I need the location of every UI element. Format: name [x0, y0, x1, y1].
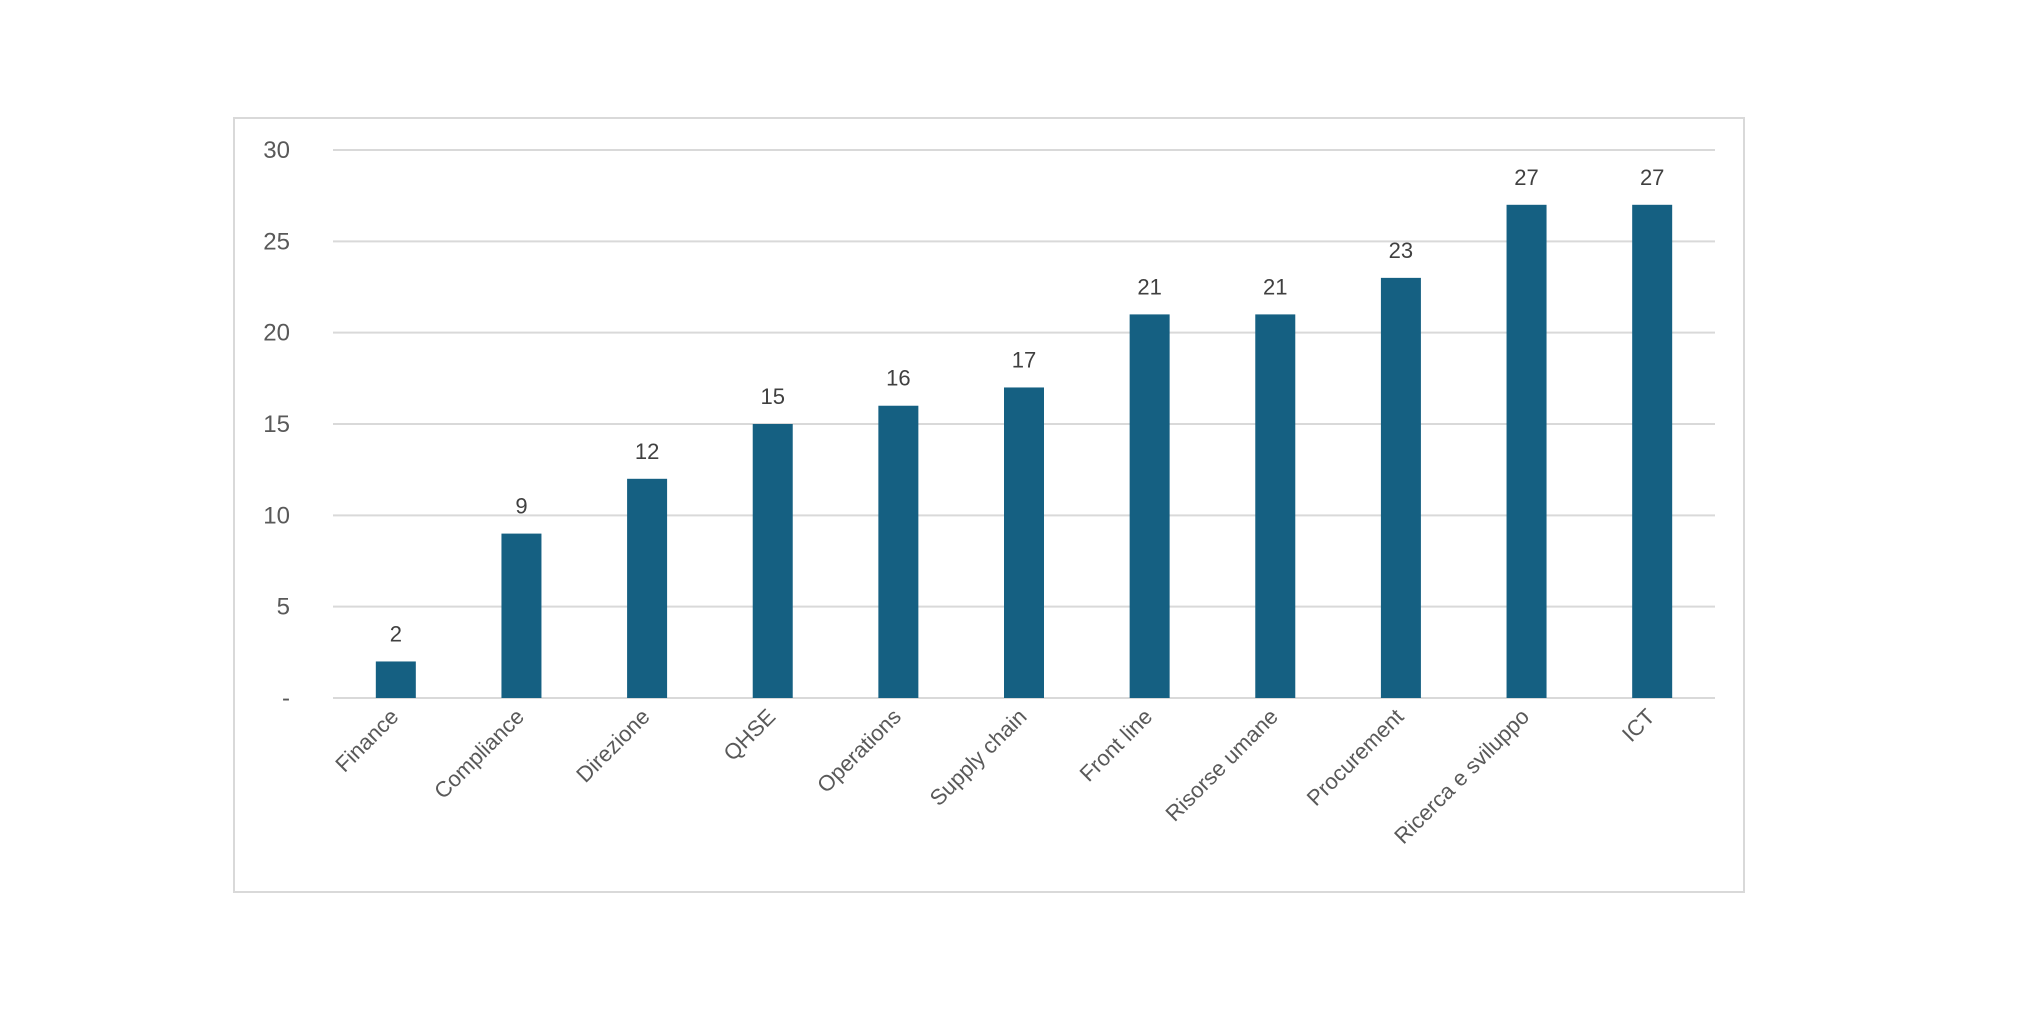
x-tick-label: Compliance — [429, 704, 529, 804]
data-label: 23 — [1389, 238, 1413, 263]
x-tick-label: Procurement — [1302, 704, 1409, 811]
x-axis: Finance Compliance Direzione QHSE Operations… — [330, 704, 1659, 849]
data-label: 17 — [1012, 347, 1036, 372]
data-label: 21 — [1137, 274, 1161, 299]
bar — [878, 405, 919, 698]
bars — [375, 204, 1673, 699]
y-tick-label: 30 — [263, 137, 290, 164]
data-label: 27 — [1514, 165, 1538, 190]
y-tick-label: 5 — [277, 594, 290, 621]
x-tick-label: Direzione — [571, 704, 654, 787]
data-label: 27 — [1640, 165, 1664, 190]
y-tick-label: 15 — [263, 411, 290, 438]
data-label: 21 — [1263, 274, 1287, 299]
bar — [627, 478, 668, 698]
data-label: 16 — [886, 366, 910, 391]
chart-area — [233, 117, 1745, 893]
y-tick-label: 20 — [263, 320, 290, 347]
bar — [1506, 204, 1547, 699]
bar — [752, 424, 793, 698]
bar — [1255, 314, 1296, 698]
bar — [375, 661, 416, 698]
data-label: 9 — [515, 494, 527, 519]
bar — [1004, 387, 1044, 698]
x-tick-label: Finance — [330, 704, 403, 777]
data-labels: 2 9 12 15 16 17 21 21 23 27 27 — [390, 165, 1665, 647]
y-tick-label: 25 — [263, 228, 290, 255]
x-tick-label: Operations — [812, 704, 906, 798]
gridlines — [333, 149, 1715, 699]
y-tick-label: 10 — [263, 502, 290, 529]
y-axis: - 5 10 15 20 25 30 — [263, 137, 290, 712]
bar — [1632, 204, 1673, 699]
bar — [1129, 314, 1170, 698]
x-tick-label: Risorse umane — [1161, 704, 1283, 826]
y-tick-label: - — [282, 685, 290, 712]
x-tick-label: ICT — [1617, 704, 1660, 747]
x-tick-label: Front line — [1075, 704, 1158, 787]
x-tick-label: Ricerca e sviluppo — [1389, 704, 1534, 849]
bar — [501, 533, 542, 698]
data-label: 12 — [635, 439, 659, 464]
x-tick-label: Supply chain — [925, 704, 1032, 811]
bar — [1380, 277, 1421, 698]
data-label: 15 — [760, 384, 784, 409]
data-label: 2 — [390, 621, 402, 646]
x-tick-label: QHSE — [718, 704, 780, 766]
